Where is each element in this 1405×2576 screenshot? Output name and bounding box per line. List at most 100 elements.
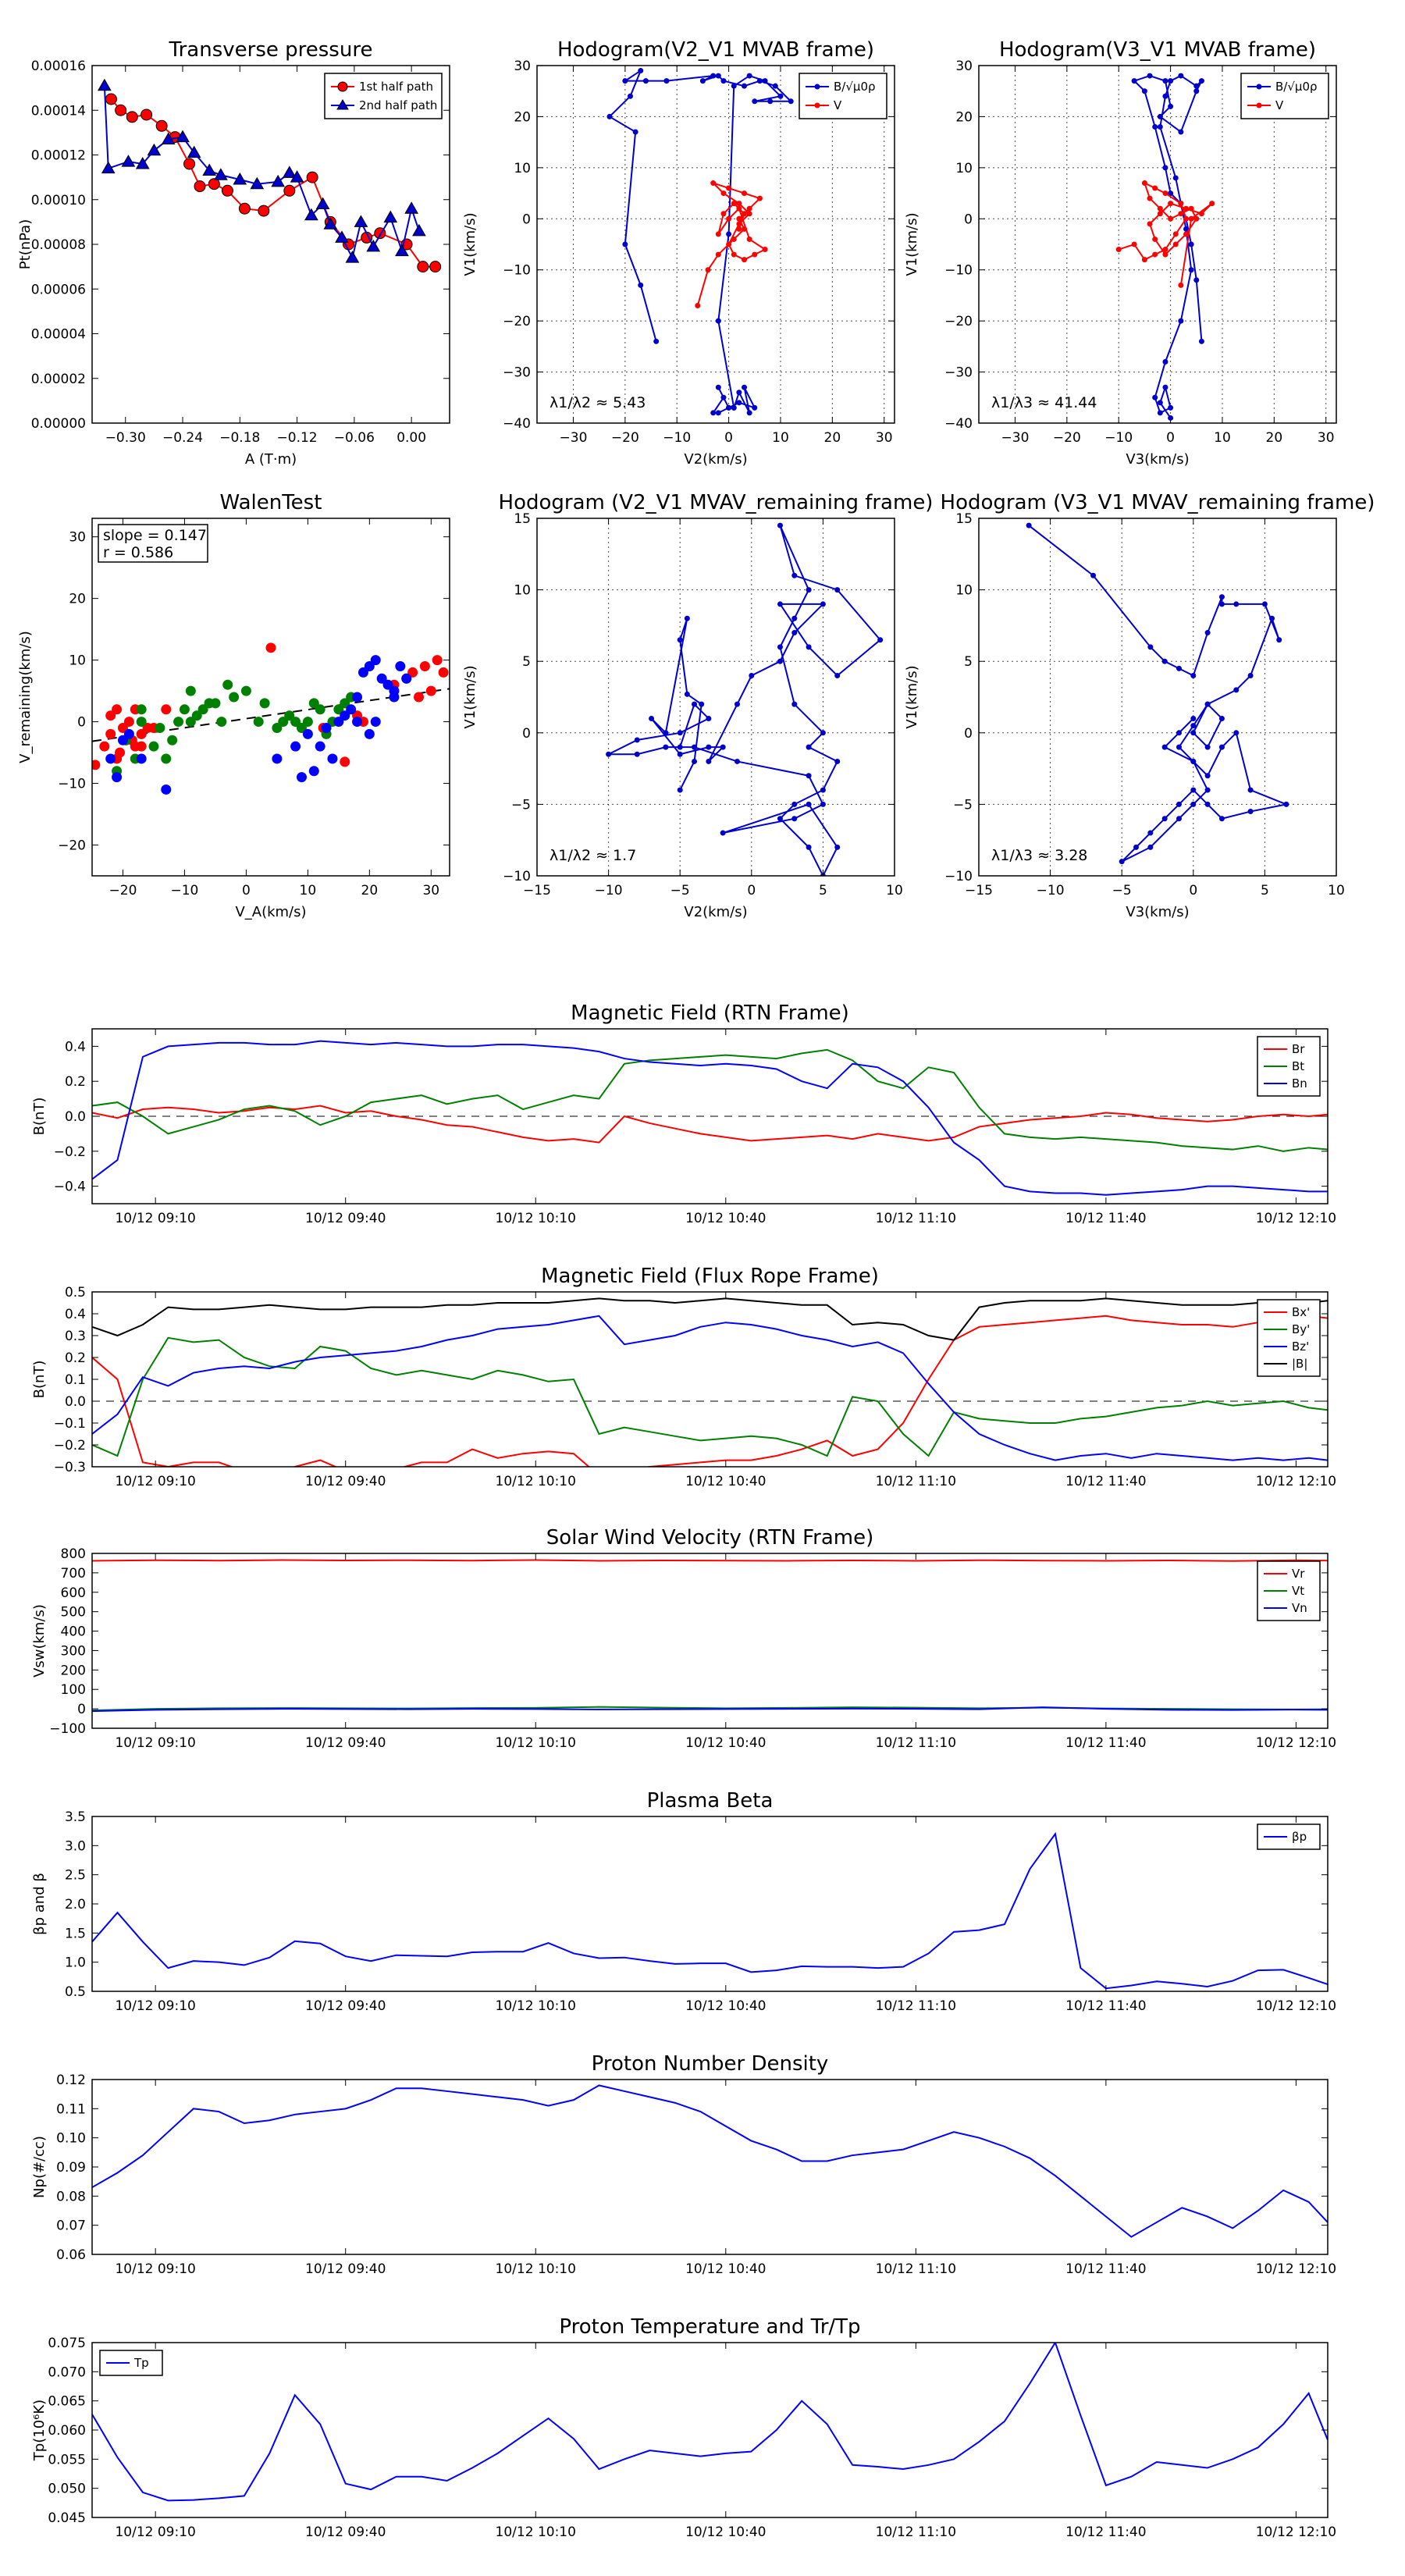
data-point [92, 760, 101, 770]
legend-box [324, 73, 443, 119]
data-point [706, 744, 712, 750]
data-point [308, 766, 319, 777]
x-tick-label: 10/12 09:10 [115, 1211, 195, 1226]
y-tick-label: 5 [964, 654, 973, 670]
data-point [706, 715, 712, 721]
data-point [1204, 701, 1211, 707]
data-point [806, 744, 812, 750]
x-tick-label: 10/12 11:40 [1065, 1735, 1146, 1751]
y-axis-label: Np(#/cc) [31, 2136, 48, 2198]
x-tick-label: 10/12 09:10 [115, 1474, 195, 1489]
data-point [221, 184, 233, 197]
data-point [1188, 267, 1194, 273]
x-tick-label: 0 [242, 883, 251, 898]
data-point [877, 637, 884, 643]
x-tick-label: 20 [361, 883, 379, 898]
annotation-text: r = 0.586 [103, 544, 173, 561]
data-point [352, 717, 363, 728]
data-point [214, 168, 228, 180]
y-tick-label: 800 [61, 1546, 86, 1562]
data-point [622, 241, 628, 247]
data-point [315, 704, 325, 715]
data-point [147, 143, 162, 156]
x-tick-label: 10/12 11:10 [876, 1735, 956, 1751]
data-point [1168, 78, 1174, 84]
data-point [1193, 83, 1200, 89]
data-point [736, 226, 742, 232]
y-tick-label: 0.2 [65, 1074, 86, 1090]
x-tick-label: 10 [1214, 430, 1231, 446]
data-point [1188, 215, 1194, 222]
data-point [1162, 190, 1168, 197]
data-point [1190, 723, 1197, 729]
x-tick-label: 10/12 09:40 [305, 1998, 386, 2014]
data-point [715, 231, 721, 237]
x-tick-label: −10 [171, 883, 199, 898]
y-axis-label: Tp(10⁶K) [31, 2400, 48, 2461]
data-point [117, 735, 128, 745]
legend: B/√μ0ρ V [1240, 73, 1329, 119]
data-point [202, 163, 217, 176]
axes-frame [91, 1816, 1329, 1992]
x-tick-label: 10 [886, 883, 903, 898]
y-tick-label: 0.1 [65, 1372, 86, 1388]
data-point [185, 717, 196, 728]
data-point [684, 615, 690, 621]
x-tick-label: 0 [724, 430, 733, 446]
x-tick-label: 10/12 11:10 [876, 2524, 956, 2540]
x-tick-label: 30 [422, 883, 439, 898]
data-point [284, 710, 295, 721]
data-point [742, 190, 748, 197]
x-tick-label: 10 [300, 883, 317, 898]
data-point [720, 190, 727, 197]
data-point [777, 601, 783, 607]
series-line [92, 1315, 1328, 1461]
y-tick-label: 30 [69, 530, 86, 546]
x-tick-label: 10/12 10:40 [685, 2524, 766, 2540]
data-point [742, 211, 748, 217]
data-point [101, 161, 116, 174]
data-point [240, 685, 251, 696]
data-point [99, 741, 110, 752]
data-point [395, 661, 406, 672]
data-point [777, 658, 783, 664]
x-tick-label: 10/12 09:10 [115, 2261, 195, 2277]
data-point [121, 155, 136, 167]
chart-vsw: 10/12 09:10 10/12 09:40 10/12 10:10 10/12 1… [31, 1526, 1336, 1751]
data-point [340, 756, 350, 767]
data-point [710, 410, 717, 416]
x-tick-label: 10/12 12:10 [1256, 1735, 1336, 1751]
x-axis-label: V3(km/s) [1126, 451, 1189, 468]
data-point [417, 261, 429, 273]
x-axis-label: V3(km/s) [1126, 904, 1189, 920]
x-tick-label: 10/12 11:10 [876, 1998, 956, 2014]
x-tick-label: 10/12 11:10 [876, 1474, 956, 1489]
data-point [1183, 226, 1190, 232]
data-point [296, 722, 307, 733]
data-point [1162, 165, 1168, 171]
data-point [1090, 572, 1097, 578]
plot-area [1026, 522, 1289, 865]
data-point [401, 673, 412, 684]
chart-title: Proton Temperature and Tr/Tp [559, 2315, 860, 2339]
y-tick-label: 0.00000 [31, 416, 86, 432]
data-point [806, 644, 812, 650]
y-axis-label: Vsw(km/s) [31, 1604, 48, 1678]
data-point [1247, 673, 1254, 679]
data-point [315, 741, 325, 752]
data-point [820, 601, 826, 607]
legend-label: Vr [1292, 1567, 1305, 1581]
y-tick-label: 5 [522, 654, 531, 670]
data-point [1198, 338, 1204, 344]
data-point [820, 801, 826, 807]
y-tick-label: 0.050 [48, 2482, 86, 2497]
data-point [1198, 211, 1204, 217]
y-tick-label: 300 [61, 1643, 86, 1659]
data-point [742, 384, 748, 390]
y-tick-label: −10 [944, 869, 973, 884]
y-tick-label: 0.12 [56, 2073, 86, 2088]
plot-area [92, 1040, 1328, 1196]
series-line [92, 1297, 1328, 1341]
y-tick-label: 0.00016 [31, 59, 86, 74]
x-tick-label: 10/12 10:40 [685, 1735, 766, 1751]
